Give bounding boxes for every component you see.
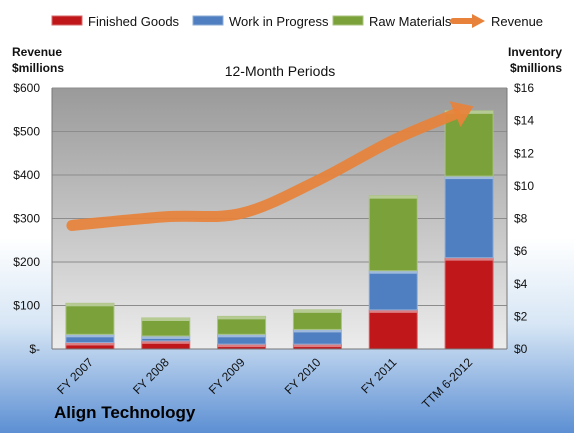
bar-raw-materials-ttm-6-2012 [444,110,494,177]
bar-work-in-progress-fy-2011 [368,270,418,311]
y-right-axis-title: Inventory $millions [508,45,562,75]
y-left-axis-title-line: Revenue [12,45,62,59]
x-tick-label-ttm-6-2012: TTM 6-2012 [419,355,475,411]
legend-label-raw-materials: Raw Materials [369,14,452,29]
legend-swatch-finished-goods [51,15,83,26]
bar-finished-goods-ttm-6-2012 [444,257,494,350]
y-left-axis-title: Revenue $millions [12,45,64,75]
bar-highlight [141,335,190,339]
y-left-tick-label: $200 [13,255,40,269]
legend-label-finished-goods: Finished Goods [88,14,180,29]
y-right-tick-label: $2 [514,309,528,323]
bar-highlight [141,318,190,322]
y-right-tick-label: $16 [514,81,534,95]
y-left-tick-label: $500 [13,125,40,139]
y-right-tick-label: $14 [514,114,534,128]
bar-work-in-progress-ttm-6-2012 [444,175,494,259]
bar-highlight [293,329,342,333]
bar-highlight [65,342,114,346]
y-left-axis-title-line: $millions [12,61,64,75]
y-right-tick-label: $4 [514,277,528,291]
bar-highlight [141,340,190,344]
bar-highlight [369,309,418,313]
y-right-tick-label: $0 [514,342,528,356]
legend-swatch-work-in-progress [192,15,224,26]
bar-highlight [217,334,266,338]
chart-title: Align Technology [54,403,196,422]
bar-highlight [293,309,342,313]
bar-highlight [445,257,494,261]
x-tick-label-fy-2008: FY 2008 [130,355,172,397]
bar-highlight [369,270,418,274]
y-left-tick-label: $- [29,342,40,356]
y-right-tick-label: $10 [514,179,534,193]
y-right-tick-label: $8 [514,212,528,226]
bar-highlight [65,303,114,307]
x-tick-label-fy-2007: FY 2007 [54,355,96,397]
bar-raw-materials-fy-2007 [65,302,115,335]
revenue-line [66,108,461,231]
legend-label-revenue: Revenue [491,14,543,29]
y-left-tick-label: $300 [13,212,40,226]
chart-subtitle: 12-Month Periods [225,63,336,79]
bar-highlight [65,334,114,338]
y-left-tick-label: $100 [13,299,40,313]
legend: Finished Goods Work in Progress Raw Materi… [51,14,543,29]
bar-highlight [217,316,266,320]
bar-highlight [445,176,494,180]
x-tick-label-fy-2010: FY 2010 [282,355,324,397]
bar-highlight [369,195,418,199]
y-left-tick-label: $600 [13,81,40,95]
legend-arrowhead [472,14,485,28]
bar-finished-goods-fy-2011 [368,309,418,350]
bar-highlight [217,344,266,348]
legend-swatch-raw-materials [332,15,364,26]
bar-raw-materials-fy-2011 [368,195,418,272]
bar-highlight [293,344,342,348]
y-right-tick-label: $6 [514,244,528,258]
legend-label-work-in-progress: Work in Progress [229,14,329,29]
x-tick-label-fy-2011: FY 2011 [358,355,399,396]
revenue-arrowhead [449,101,474,127]
y-left-tick-label: $400 [13,168,40,182]
y-right-axis-title-line: $millions [510,61,562,75]
y-right-axis-title-line: Inventory [508,45,562,59]
plot-area [52,87,507,350]
y-right-tick-label: $12 [514,146,534,160]
x-tick-label-fy-2009: FY 2009 [206,355,248,397]
